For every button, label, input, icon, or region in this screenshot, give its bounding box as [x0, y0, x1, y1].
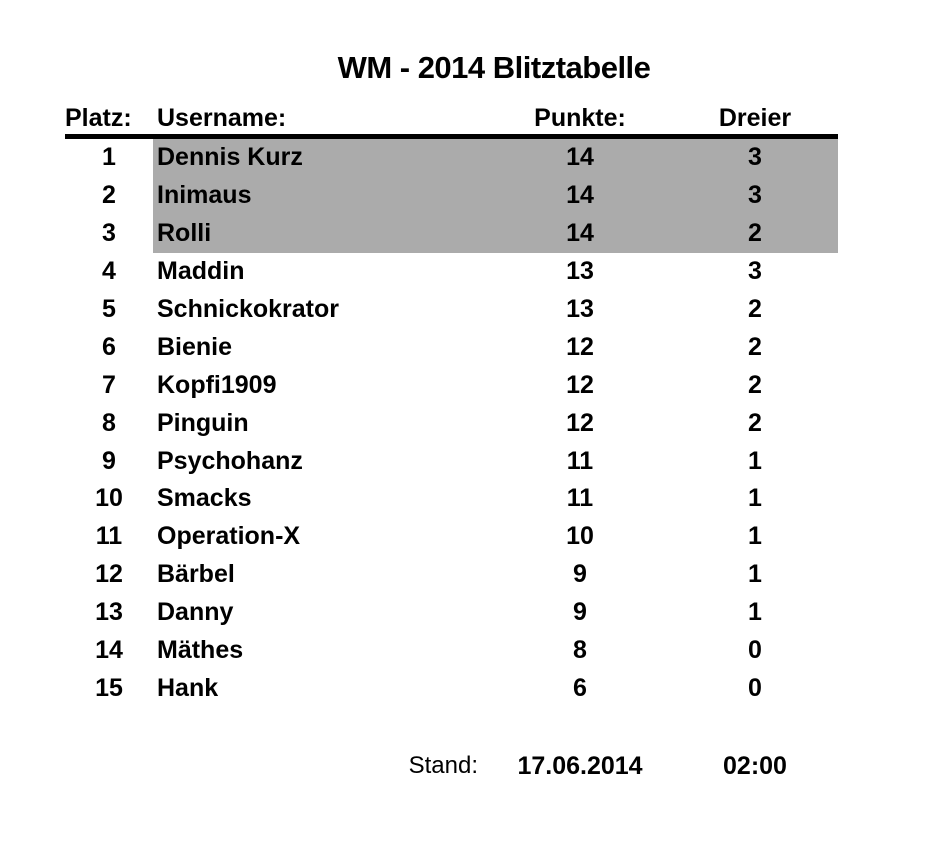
cell-punkte: 12	[566, 370, 594, 399]
table-row: 9 Psychohanz 11 1	[65, 442, 838, 480]
table-row: 5 Schnickokrator 13 2	[65, 291, 838, 329]
cell-dreier: 2	[748, 370, 762, 399]
page-title: WM - 2014 Blitztabelle	[337, 50, 651, 85]
cell-platz: 13	[95, 598, 123, 627]
cell-punkte: 14	[488, 176, 672, 215]
cell-username: Maddin	[157, 257, 245, 286]
cell-platz: 4	[102, 257, 116, 286]
cell-username: Hank	[157, 673, 219, 702]
cell-platz: 7	[102, 370, 116, 399]
cell-punkte: 13	[566, 257, 594, 286]
cell-punkte: 12	[566, 332, 594, 361]
table-row: 10 Smacks 11 1	[65, 480, 838, 518]
cell-punkte: 11	[566, 484, 594, 513]
standings-table: Platz: Username: Punkte: Dreier 1 Dennis…	[65, 103, 838, 707]
cell-dreier: 1	[748, 560, 762, 589]
cell-dreier: 1	[748, 522, 762, 551]
table-row: 2 Inimaus 14 3	[65, 176, 838, 215]
stand-label: Stand:	[408, 752, 478, 779]
cell-username: Bienie	[157, 332, 233, 361]
cell-username: Bärbel	[157, 560, 235, 589]
cell-platz: 6	[102, 332, 116, 361]
table-row: 11 Operation-X 10 1	[65, 518, 838, 556]
cell-platz: 10	[95, 484, 123, 513]
column-header-username: Username:	[157, 104, 287, 132]
cell-platz: 11	[95, 522, 123, 551]
cell-dreier: 3	[672, 176, 838, 215]
cell-username: Operation-X	[157, 522, 301, 551]
column-header-punkte: Punkte:	[534, 104, 626, 132]
cell-dreier: 2	[748, 332, 762, 361]
cell-punkte: 6	[573, 673, 587, 702]
cell-dreier: 0	[748, 673, 762, 702]
cell-username: Danny	[157, 598, 234, 627]
cell-platz: 9	[102, 446, 116, 475]
table-row: 4 Maddin 13 3	[65, 253, 838, 291]
cell-dreier: 1	[748, 446, 762, 475]
cell-username: Smacks	[157, 484, 252, 513]
table-row: 13 Danny 9 1	[65, 594, 838, 632]
cell-username: Rolli	[153, 214, 488, 253]
cell-dreier: 2	[748, 295, 762, 323]
cell-punkte: 8	[573, 636, 587, 665]
cell-punkte: 14	[488, 139, 672, 177]
cell-platz: 12	[95, 560, 123, 589]
table-row: 1 Dennis Kurz 14 3	[65, 139, 838, 177]
table-row: 6 Bienie 12 2	[65, 328, 838, 366]
cell-platz: 5	[102, 295, 116, 323]
cell-dreier: 2	[748, 408, 762, 437]
cell-dreier: 3	[748, 257, 762, 286]
cell-punkte: 11	[566, 446, 594, 475]
cell-dreier: 2	[672, 214, 838, 253]
cell-platz: 3	[102, 219, 116, 248]
cell-platz: 15	[95, 673, 123, 702]
stand-time: 02:00	[723, 751, 787, 780]
cell-username: Kopfi1909	[157, 370, 277, 399]
cell-dreier: 0	[748, 636, 762, 665]
table-header-row: Platz: Username: Punkte: Dreier	[65, 103, 838, 139]
table-row: 15 Hank 6 0	[65, 669, 838, 707]
footer-row: Stand: 17.06.2014 02:00	[65, 747, 838, 785]
cell-punkte: 12	[566, 408, 594, 437]
table-row: 14 Mäthes 8 0	[65, 632, 838, 670]
column-header-platz: Platz:	[65, 104, 132, 132]
cell-punkte: 9	[573, 560, 587, 589]
cell-punkte: 10	[566, 522, 594, 551]
table-row: 8 Pinguin 12 2	[65, 404, 838, 442]
cell-platz: 14	[95, 636, 123, 665]
cell-dreier: 1	[748, 598, 762, 627]
cell-username: Inimaus	[153, 176, 488, 215]
cell-username: Schnickokrator	[157, 295, 340, 323]
table-row: 3 Rolli 14 2	[65, 214, 838, 253]
stand-date: 17.06.2014	[517, 751, 643, 780]
cell-platz: 2	[102, 181, 116, 210]
cell-dreier: 1	[748, 484, 762, 513]
cell-punkte: 9	[573, 598, 587, 627]
cell-dreier: 3	[672, 139, 838, 177]
cell-username: Psychohanz	[157, 446, 303, 475]
cell-platz: 8	[102, 408, 116, 437]
cell-username: Mäthes	[157, 636, 244, 665]
cell-username: Pinguin	[157, 408, 249, 437]
table-row: 7 Kopfi1909 12 2	[65, 366, 838, 404]
cell-platz: 1	[102, 143, 116, 172]
column-header-dreier: Dreier	[718, 104, 792, 132]
cell-punkte: 14	[488, 214, 672, 253]
cell-punkte: 13	[566, 295, 594, 323]
table-body: 1 Dennis Kurz 14 3 2 Inimaus 14 3 3 Roll…	[65, 139, 838, 707]
cell-username: Dennis Kurz	[153, 139, 488, 177]
table-row: 12 Bärbel 9 1	[65, 556, 838, 594]
